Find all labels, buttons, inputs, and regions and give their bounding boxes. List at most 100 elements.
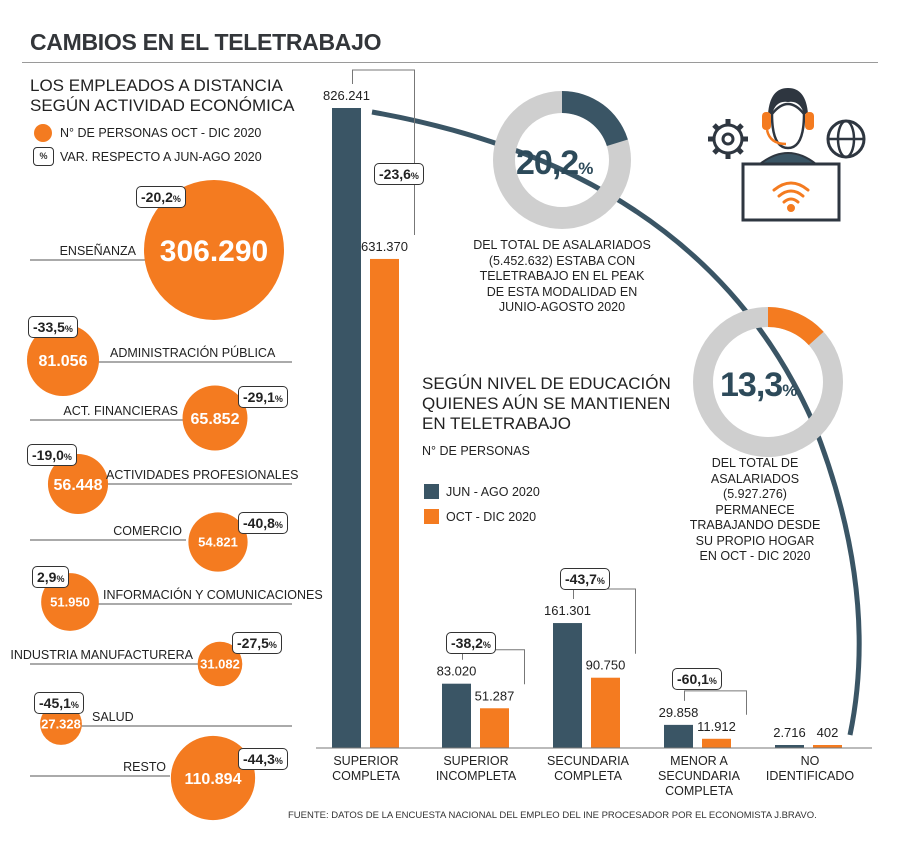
bubble-4 bbox=[47, 453, 109, 515]
bubble-3 bbox=[182, 385, 248, 451]
bar-value-label: 90.750 bbox=[586, 658, 626, 673]
bubble-value-label: 51.950 bbox=[50, 595, 90, 610]
caption-line: (5.452.632) ESTABA CON bbox=[488, 253, 636, 268]
legend-series1-label: JUN - AGO 2020 bbox=[446, 485, 540, 499]
bar-jun-ago-5 bbox=[775, 745, 804, 748]
caption-line: PERMANECE bbox=[715, 502, 795, 517]
bubble-change-badge: -45,1% bbox=[34, 692, 84, 714]
bubble-value-label: 56.448 bbox=[54, 477, 103, 494]
bar-title-line3: EN TELETRABAJO bbox=[422, 414, 571, 433]
bar-oct-dic-4 bbox=[702, 738, 731, 748]
bubble-category-label: INDUSTRIA MANUFACTURERA bbox=[10, 648, 193, 662]
bar-oct-dic-1 bbox=[370, 258, 399, 748]
title-divider bbox=[22, 62, 878, 63]
globe-icon bbox=[826, 119, 866, 159]
legend-series1-swatch bbox=[424, 484, 439, 499]
legend-series2-swatch bbox=[424, 509, 439, 524]
caption-line: ASALARIADOS bbox=[710, 471, 800, 486]
bubble-change-badge: -27,5% bbox=[232, 632, 282, 654]
category-label-1: SUPERIOR COMPLETA bbox=[332, 754, 400, 783]
legend-bubble-swatch bbox=[34, 124, 52, 142]
caption-line: EN OCT - DIC 2020 bbox=[699, 549, 811, 563]
bubble-category-label: INFORMACIÓN Y COMUNICACIONES bbox=[103, 587, 323, 602]
bar-jun-ago-1 bbox=[332, 108, 361, 748]
bubble-category-label: ACTIVIDADES PROFESIONALES bbox=[106, 468, 298, 482]
change-bracket bbox=[352, 69, 415, 235]
bubble-category-label: ENSEÑANZA bbox=[60, 244, 137, 258]
caption-line: JUNIO-AGOSTO 2020 bbox=[498, 300, 626, 314]
bubble-change-badge: -19,0% bbox=[27, 444, 77, 466]
legend-series2-label: OCT - DIC 2020 bbox=[446, 510, 537, 524]
bubble-change-badge: -40,8% bbox=[238, 512, 288, 534]
person-icon bbox=[759, 88, 817, 171]
bubble-value-label: 54.821 bbox=[198, 535, 238, 550]
bar-value-label: 11.912 bbox=[697, 719, 736, 734]
left-section-title: LOS EMPLEADOS A DISTANCIA SEGÚN ACTIVIDA… bbox=[30, 76, 294, 116]
donut1-segment bbox=[562, 91, 628, 147]
bar-change-1: -23,6% bbox=[374, 163, 424, 185]
change-bracket bbox=[684, 690, 747, 715]
legend-pct-label: VAR. RESPECTO A JUN-AGO 2020 bbox=[60, 150, 262, 164]
bubble-5 bbox=[188, 512, 248, 572]
bubble-category-label: ACT. FINANCIERAS bbox=[63, 404, 178, 418]
bubble-category-label: RESTO bbox=[123, 760, 166, 774]
bar-value-label: 2.716 bbox=[773, 725, 806, 740]
bar-jun-ago-4 bbox=[664, 724, 693, 748]
bubble-2 bbox=[26, 323, 100, 397]
bar-title-line2: QUIENES AÚN SE MANTIENEN bbox=[422, 394, 671, 413]
bubble-change-badge: -44,3% bbox=[238, 748, 288, 770]
left-title-line2: SEGÚN ACTIVIDAD ECONÓMICA bbox=[30, 96, 295, 115]
bar-title-line1: SEGÚN NIVEL DE EDUCACIÓN bbox=[422, 374, 671, 393]
category-label-5: NO IDENTIFICADO bbox=[765, 754, 855, 783]
bubble-1 bbox=[144, 180, 284, 320]
bar-jun-ago-3 bbox=[553, 623, 582, 748]
left-title-line1: LOS EMPLEADOS A DISTANCIA bbox=[30, 76, 283, 95]
bar-change-4: -60,1% bbox=[672, 668, 722, 690]
bar-unit-label: N° DE PERSONAS bbox=[422, 444, 530, 458]
bubble-value-label: 81.056 bbox=[39, 353, 88, 370]
page-title: CAMBIOS EN EL TELETRABAJO bbox=[30, 29, 382, 55]
source-note: FUENTE: DATOS DE LA ENCUESTA NACIONAL DE… bbox=[288, 810, 817, 821]
bar-jun-ago-2 bbox=[442, 683, 471, 748]
gear-icon bbox=[708, 119, 748, 159]
donut2-pct: 13,3% bbox=[720, 366, 797, 404]
bubble-value-label: 306.290 bbox=[160, 235, 268, 268]
donut2-caption: DEL TOTAL DE ASALARIADOS (5.927.276) PERMAN… bbox=[680, 456, 830, 565]
bar-value-label: 826.241 bbox=[323, 88, 370, 103]
bar-change-3: -43,7% bbox=[560, 568, 610, 590]
caption-line: (5.927.276) bbox=[723, 487, 787, 501]
bar-change-2: -38,2% bbox=[446, 632, 496, 654]
donut2-segment bbox=[768, 307, 824, 346]
donut1-pct: 20,2% bbox=[516, 144, 593, 182]
bubble-category-label: ADMINISTRACIÓN PÚBLICA bbox=[110, 345, 276, 360]
bar-value-label: 631.370 bbox=[361, 239, 408, 254]
caption-line: DEL TOTAL DE bbox=[711, 456, 799, 470]
decorative-arc bbox=[371, 109, 862, 736]
bubble-value-label: 110.894 bbox=[185, 771, 242, 788]
wifi-icon bbox=[772, 181, 810, 212]
bubble-change-badge: -33,5% bbox=[28, 316, 78, 338]
change-bracket bbox=[573, 588, 636, 654]
bar-value-label: 29.858 bbox=[659, 705, 699, 720]
bar-value-label: 51.287 bbox=[475, 688, 515, 703]
caption-line: SU PROPIO HOGAR bbox=[695, 533, 815, 548]
bar-value-label: 402 bbox=[817, 725, 839, 740]
bubble-9 bbox=[170, 735, 256, 821]
legend-bubble-label: N° DE PERSONAS OCT - DIC 2020 bbox=[60, 126, 262, 140]
category-label-2: SUPERIOR INCOMPLETA bbox=[435, 754, 517, 783]
category-label-3: SECUNDARIA COMPLETA bbox=[547, 754, 629, 783]
bar-value-label: 161.301 bbox=[544, 603, 591, 618]
bubble-category-label: COMERCIO bbox=[113, 524, 182, 538]
bubble-change-badge: 2,9% bbox=[32, 566, 70, 588]
category-label-4: MENOR A SECUNDARIA COMPLETA bbox=[658, 754, 740, 798]
caption-line: TELETRABAJO EN EL PEAK bbox=[479, 269, 645, 283]
bubble-change-badge: -29,1% bbox=[238, 386, 288, 408]
bubble-value-label: 27.328 bbox=[41, 717, 81, 732]
donut1-caption: DEL TOTAL DE ASALARIADOS (5.452.632) ESTA… bbox=[452, 238, 672, 316]
bubble-7 bbox=[197, 641, 243, 687]
bubble-value-label: 31.082 bbox=[200, 657, 240, 672]
caption-line: DE ESTA MODALIDAD EN bbox=[486, 284, 638, 299]
bar-oct-dic-2 bbox=[480, 708, 509, 748]
